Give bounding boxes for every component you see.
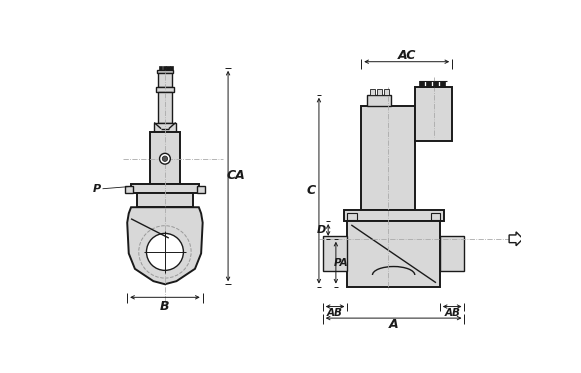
Text: AB: AB [327, 308, 343, 319]
Circle shape [160, 153, 170, 164]
Bar [170, 66, 173, 70]
Bar [159, 66, 162, 70]
Text: A: A [389, 318, 399, 331]
Bar [347, 221, 440, 286]
Bar [167, 66, 170, 70]
Text: B: B [160, 300, 170, 313]
Bar [383, 90, 389, 95]
Bar [370, 90, 375, 95]
Bar [154, 122, 175, 132]
Bar [156, 87, 174, 92]
Bar [367, 95, 390, 106]
Bar [415, 87, 452, 141]
Text: CA: CA [227, 169, 245, 182]
Bar [426, 81, 431, 87]
Bar [323, 236, 347, 271]
Text: D: D [317, 225, 326, 235]
Text: AC: AC [397, 49, 416, 62]
Bar [361, 106, 415, 210]
Bar [125, 186, 132, 192]
Bar [198, 186, 205, 192]
Bar [163, 66, 166, 70]
Bar [158, 73, 172, 87]
Polygon shape [127, 207, 203, 284]
Bar [343, 210, 444, 221]
Polygon shape [509, 232, 523, 246]
Text: AB: AB [444, 308, 460, 319]
Bar [433, 81, 438, 87]
Bar [131, 184, 199, 193]
Bar [431, 213, 440, 220]
Circle shape [162, 156, 168, 162]
Bar [440, 81, 445, 87]
Bar [158, 92, 172, 122]
Circle shape [146, 233, 184, 270]
Text: P: P [93, 184, 101, 194]
Bar [419, 81, 425, 87]
Text: C: C [307, 184, 316, 197]
Bar [157, 70, 173, 73]
Bar [376, 90, 382, 95]
Text: PA: PA [334, 258, 349, 268]
Bar [440, 236, 464, 271]
Bar [347, 213, 357, 220]
Bar [137, 193, 193, 207]
Bar [149, 132, 180, 184]
